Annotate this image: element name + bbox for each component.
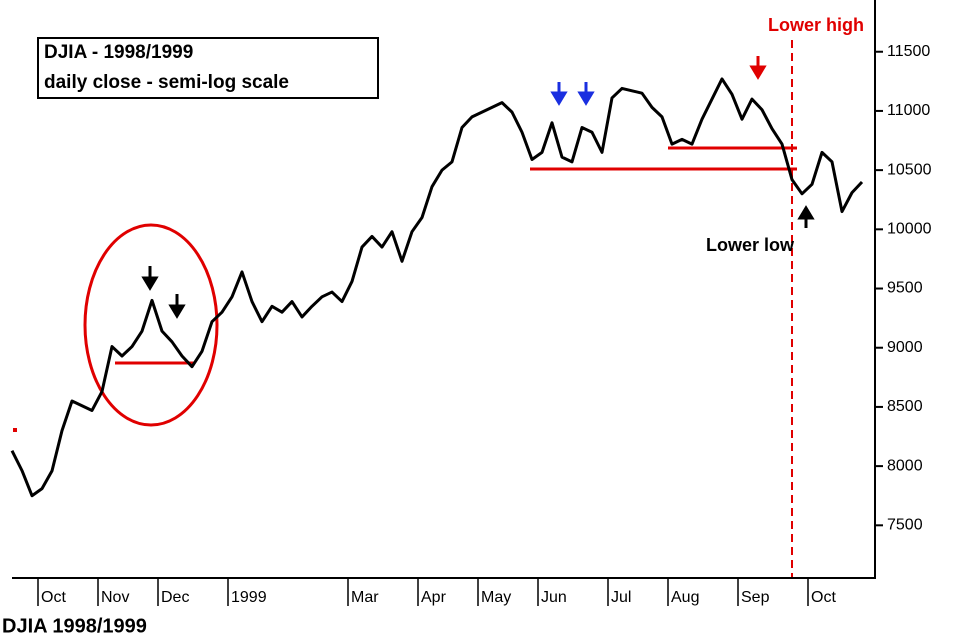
x-tick-label: May bbox=[481, 589, 511, 606]
x-tick-label: Mar bbox=[351, 589, 379, 606]
chart-subtitle: daily close - semi-log scale bbox=[44, 72, 289, 93]
x-tick-label: Jun bbox=[541, 589, 567, 606]
arrows bbox=[141, 56, 815, 319]
caption: DJIA 1998/1999 bbox=[2, 615, 147, 637]
marker-dot bbox=[13, 428, 17, 432]
x-tick-label: Apr bbox=[421, 589, 447, 606]
highlight-ellipse bbox=[83, 223, 219, 427]
y-tick-label: 8000 bbox=[887, 457, 923, 474]
x-tick-label: 1999 bbox=[231, 589, 267, 606]
y-tick-label: 9500 bbox=[887, 280, 923, 297]
y-tick-label: 11500 bbox=[887, 43, 930, 60]
annotation: Lower high bbox=[768, 15, 864, 35]
y-tick-label: 10000 bbox=[887, 221, 932, 238]
chart-title: DJIA - 1998/1999 bbox=[44, 42, 193, 63]
price-line bbox=[10, 77, 864, 498]
x-tick-label: Aug bbox=[671, 589, 699, 606]
x-tick-label: Oct bbox=[41, 589, 66, 606]
x-tick-label: Nov bbox=[101, 589, 129, 606]
title-box bbox=[37, 37, 379, 99]
annotation: Lower low bbox=[706, 235, 795, 255]
x-tick-label: Dec bbox=[161, 589, 189, 606]
x-tick-label: Oct bbox=[811, 589, 836, 606]
x-tick-label: Jul bbox=[611, 589, 631, 606]
y-tick-label: 11000 bbox=[887, 102, 930, 119]
y-tick-label: 9000 bbox=[887, 339, 923, 356]
x-tick-label: Sep bbox=[741, 589, 770, 606]
y-tick-label: 7500 bbox=[887, 517, 923, 534]
y-tick-label: 8500 bbox=[887, 398, 923, 415]
y-tick-label: 10500 bbox=[887, 161, 932, 178]
